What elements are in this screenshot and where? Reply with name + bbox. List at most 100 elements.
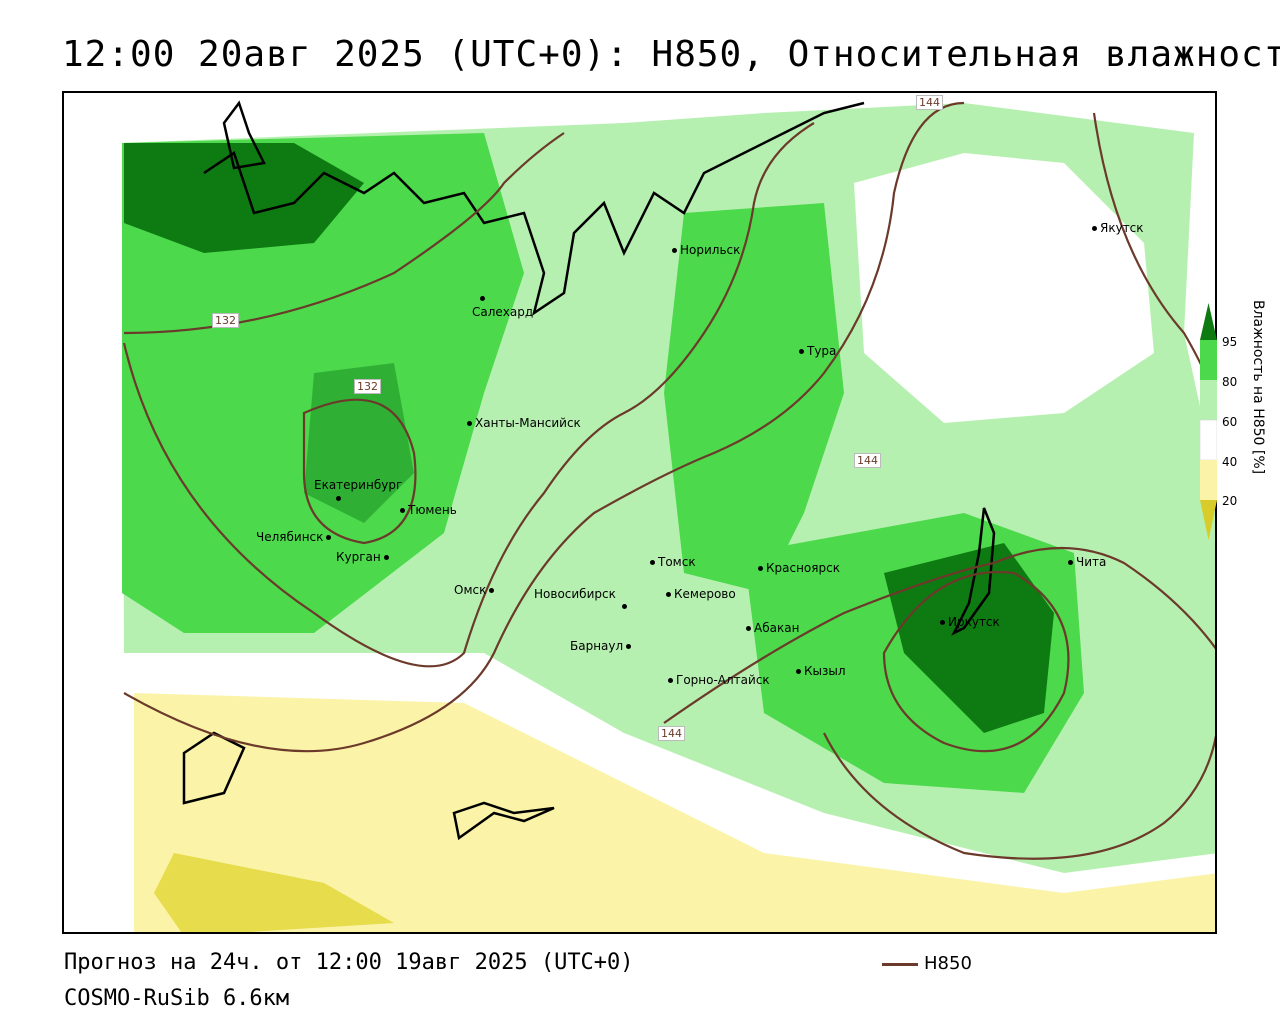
city-marker: Кемерово — [666, 587, 736, 601]
isoline-label: 132 — [354, 379, 381, 394]
isoline-label: 132 — [212, 313, 239, 328]
novaya-zemlya — [222, 100, 266, 170]
model-info: COSMO-RuSib 6.6км — [64, 986, 290, 1011]
isoline-h850-2 — [122, 122, 815, 668]
very-dry-region — [154, 853, 394, 932]
dark-green-nw — [124, 143, 364, 253]
legend-line-swatch — [882, 963, 918, 966]
city-dot — [940, 620, 945, 625]
city-dot — [622, 604, 627, 609]
city-label: Чита — [1076, 555, 1107, 569]
city-dot — [336, 496, 341, 501]
city-label: Челябинск — [256, 530, 324, 544]
city-marker: Якутск — [1092, 221, 1144, 235]
city-label: Якутск — [1100, 221, 1144, 235]
city-dot — [1092, 226, 1097, 231]
city-marker: Абакан — [746, 621, 799, 635]
city-marker: Иркутск — [940, 615, 1000, 629]
city-label: Томск — [658, 555, 696, 569]
colorbar-tick: 20 — [1222, 494, 1238, 508]
city-label: Кызыл — [804, 664, 846, 678]
white-pocket-ne — [854, 153, 1154, 423]
isoline-h850-6 — [882, 570, 1070, 753]
city-dot — [672, 248, 677, 253]
colorbar-tick: 40 — [1222, 455, 1238, 469]
city-marker: Горно-Алтайск — [668, 673, 770, 687]
city-dot — [799, 349, 804, 354]
city-dot — [480, 296, 485, 301]
city-marker — [622, 599, 630, 613]
balkhash-lake — [452, 801, 555, 841]
dark-green-baikal — [884, 543, 1054, 733]
city-marker: Ханты-Мансийск — [467, 416, 581, 430]
city-label: Курган — [336, 550, 381, 564]
city-marker: Тура — [799, 344, 836, 358]
city-label: Тура — [807, 344, 837, 358]
caspian-shore — [182, 731, 246, 805]
colorbar-tick: 95 — [1222, 335, 1238, 349]
city-label: Омск — [454, 583, 487, 597]
city-marker — [336, 491, 344, 505]
city-marker: Курган — [336, 550, 392, 564]
map-canvas — [64, 93, 1215, 932]
city-dot — [400, 508, 405, 513]
city-dot — [1068, 560, 1073, 565]
dry-region — [134, 693, 1215, 932]
city-dot — [746, 626, 751, 631]
colorbar-title: Влажность на H850 [%] — [1250, 300, 1266, 475]
baikal-lake — [951, 507, 996, 636]
city-dot — [650, 560, 655, 565]
city-dot — [796, 669, 801, 674]
city-label: Новосибирск — [534, 587, 616, 601]
humidity-colorbar — [1200, 303, 1217, 540]
city-marker: Тюмень — [400, 503, 457, 517]
isoline-h850-7 — [823, 732, 1215, 860]
isoline-h850-4 — [123, 101, 965, 753]
forecast-info: Прогноз на 24ч. от 12:00 19авг 2025 (UTC… — [64, 950, 634, 975]
green-region-center — [664, 203, 844, 593]
city-marker: Чита — [1068, 555, 1106, 569]
map-title: 12:00 20авг 2025 (UTC+0): H850, Относите… — [62, 34, 1280, 75]
city-dot — [489, 588, 495, 593]
isoline-label: 144 — [916, 95, 943, 110]
city-label: Норильск — [680, 243, 741, 257]
colorbar-tick: 60 — [1222, 415, 1238, 429]
isoline-label: 144 — [658, 726, 685, 741]
arctic-coastline — [203, 101, 865, 316]
city-label: Красноярск — [766, 561, 840, 575]
city-marker — [480, 291, 488, 305]
city-label-block: Екатеринбург — [314, 478, 403, 492]
city-marker: Челябинск — [256, 530, 334, 544]
city-dot — [668, 678, 673, 683]
city-dot — [626, 644, 632, 649]
city-label: Тюмень — [408, 503, 457, 517]
colorbar-band-40-60 — [1200, 419, 1217, 461]
colorbar-band-20-40 — [1200, 460, 1217, 500]
city-dot — [467, 421, 472, 426]
humidity-map: 144 132 132 144 144 Якутск Норильск Сале… — [62, 91, 1217, 934]
white-pocket-nw — [64, 93, 122, 932]
city-dot — [326, 535, 332, 540]
city-label: Горно-Алтайск — [676, 673, 770, 687]
city-label: Кемерово — [674, 587, 736, 601]
city-dot — [383, 555, 389, 560]
city-dot — [758, 566, 763, 571]
colorbar-band-60-80 — [1200, 380, 1217, 420]
city-marker: Барнаул — [570, 639, 634, 653]
isoline-h850-3 — [302, 398, 417, 545]
city-marker: Норильск — [672, 243, 740, 257]
city-dot — [666, 592, 671, 597]
isoline-label: 144 — [854, 453, 881, 468]
city-label-block: Салехард — [472, 305, 534, 319]
city-marker: Омск — [454, 583, 497, 597]
colorbar-band-80-95 — [1200, 340, 1217, 380]
colorbar-tick: 80 — [1222, 375, 1238, 389]
city-marker: Красноярск — [758, 561, 840, 575]
city-label: Барнаул — [570, 639, 624, 653]
city-label: Ханты-Мансийск — [475, 416, 581, 430]
colorbar-top-arrow — [1200, 303, 1217, 340]
legend-label: H850 — [924, 953, 972, 974]
city-label: Абакан — [754, 621, 800, 635]
colorbar-bottom-arrow — [1200, 500, 1217, 540]
city-marker: Кызыл — [796, 664, 846, 678]
